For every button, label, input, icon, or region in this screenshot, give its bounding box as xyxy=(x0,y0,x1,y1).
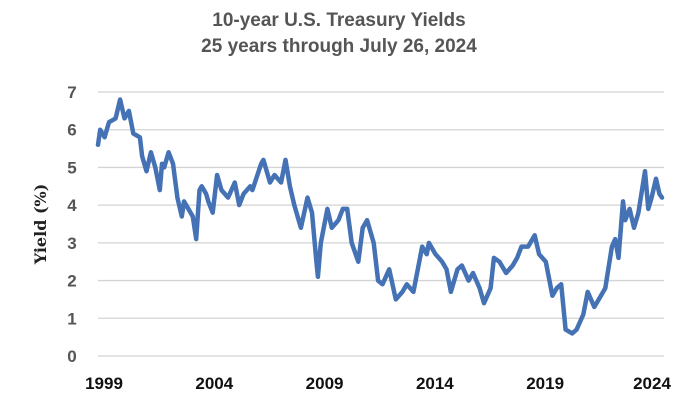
x-tick-label: 2024 xyxy=(633,374,671,393)
x-tick-label: 2019 xyxy=(526,374,564,393)
x-tick-label: 2009 xyxy=(306,374,344,393)
chart-subtitle: 25 years through July 26, 2024 xyxy=(201,36,477,57)
y-tick-label: 2 xyxy=(67,272,76,291)
x-tick-label: 2004 xyxy=(195,374,233,393)
y-tick-label: 7 xyxy=(67,83,76,102)
y-tick-label: 5 xyxy=(67,158,76,177)
yield-line xyxy=(95,97,665,336)
y-tick-label: 4 xyxy=(67,196,77,215)
y-tick-label: 6 xyxy=(67,121,76,140)
x-tick-label: 2014 xyxy=(416,374,454,393)
y-tick-label: 0 xyxy=(67,347,76,366)
y-tick-label: 1 xyxy=(67,309,76,328)
chart-title: 10-year U.S. Treasury Yields xyxy=(212,10,466,31)
x-tick-label: 1999 xyxy=(85,374,123,393)
y-tick-label: 3 xyxy=(67,234,76,253)
y-axis-label: Yield (%) xyxy=(31,184,50,266)
